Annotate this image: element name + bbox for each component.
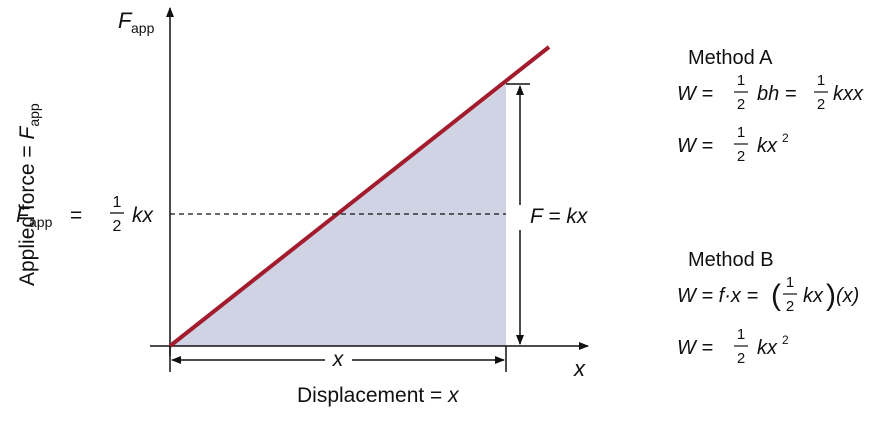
half-force-label: F app = 1 2 kx <box>16 194 155 235</box>
x-axis-title: Displacement = x <box>297 384 460 407</box>
method-b-eq2-lhs: W = <box>677 337 713 359</box>
method-a-eq1-frac2-den: 2 <box>817 96 825 113</box>
method-a-eq2-frac-den: 2 <box>737 148 745 165</box>
method-b-eq2-end: kx <box>757 337 778 359</box>
x-axis-symbol: x <box>573 356 586 381</box>
method-a-eq1-frac1-den: 2 <box>737 96 745 113</box>
method-b-eq1-frac-den: 2 <box>786 298 794 315</box>
method-b-eq1-close-paren: ) <box>826 279 836 312</box>
half-force-fraction-num: 1 <box>113 194 122 211</box>
method-b-eq2-frac-num: 1 <box>737 326 745 343</box>
half-force-equals: = <box>70 204 82 227</box>
method-b-eq1-tail: (x) <box>836 285 859 307</box>
method-b: Method B W = f·x = ( 1 2 kx ) (x) W = 1 … <box>677 249 859 367</box>
method-a-eq1-mid: bh = <box>757 83 796 105</box>
method-b-title: Method B <box>688 249 774 271</box>
half-force-fraction-den: 2 <box>113 218 122 235</box>
method-a: Method A W = 1 2 bh = 1 2 kxx W = 1 2 kx… <box>677 47 864 165</box>
method-b-eq1-inner-end: kx <box>803 285 824 307</box>
y-axis-symbol: F <box>118 8 133 33</box>
method-b-eq1-frac-num: 1 <box>786 274 794 291</box>
method-b-eq1-open-paren: ( <box>771 279 781 312</box>
method-a-eq2-end: kx <box>757 135 778 157</box>
method-a-eq1-frac1-num: 1 <box>737 72 745 89</box>
method-b-eq1-lhs: W = f·x = <box>677 285 758 307</box>
height-label: F = kx <box>530 205 589 228</box>
method-a-title: Method A <box>688 47 773 69</box>
width-label: x <box>332 348 345 371</box>
method-b-eq2-sup: 2 <box>782 333 789 347</box>
half-force-rhs: kx <box>132 204 155 227</box>
method-a-eq1-frac2-num: 1 <box>817 72 825 89</box>
half-force-symbol: F <box>16 204 30 227</box>
method-a-eq1-end: kxx <box>833 83 864 105</box>
method-a-eq2-frac-num: 1 <box>737 124 745 141</box>
half-force-subscript: app <box>29 214 53 230</box>
y-axis-subscript: app <box>131 20 155 36</box>
method-a-eq2-lhs: W = <box>677 135 713 157</box>
method-a-eq1-lhs: W = <box>677 83 713 105</box>
method-b-eq2-frac-den: 2 <box>737 350 745 367</box>
method-a-eq2-sup: 2 <box>782 131 789 145</box>
y-axis-title: Applied force = Fapp <box>16 103 42 286</box>
force-line <box>168 45 551 348</box>
